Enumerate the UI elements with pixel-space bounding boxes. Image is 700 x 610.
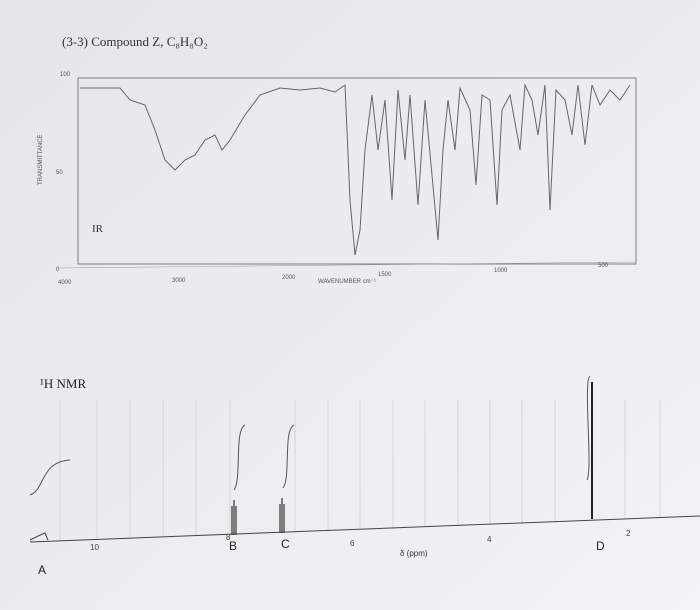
ir-y-tick: 0	[56, 267, 60, 273]
nmr-x-tick: 8	[226, 533, 231, 542]
ir-spectrum	[80, 83, 631, 256]
nmr-label: ¹H NMR	[40, 376, 86, 391]
nmr-x-tick: 10	[90, 543, 99, 552]
ir-y-label: TRANSMITTANCE	[38, 134, 44, 185]
ir-frame	[77, 77, 637, 265]
nmr-x-tick: 4	[487, 535, 492, 544]
peak-label: D	[596, 539, 605, 553]
ir-x-tick: 3000	[172, 278, 186, 284]
peak-label: A	[38, 563, 46, 577]
nmr-grid	[59, 400, 661, 541]
ir-x-tick: 4000	[58, 280, 72, 286]
nmr-peak-c	[279, 498, 285, 533]
nmr-peak-b	[231, 500, 237, 535]
ir-label: IR	[92, 223, 104, 235]
nmr-x-label: δ (ppm)	[400, 549, 428, 558]
title: (3-3) Compound Z, C₈H₈O₂	[62, 34, 208, 49]
nmr-x-tick: 6	[350, 539, 355, 548]
ir-x-tick: 500	[598, 263, 609, 269]
ir-y-tick: 100	[60, 72, 71, 78]
ir-x-tick: 1000	[494, 268, 508, 274]
peak-label: B	[229, 539, 237, 553]
ir-y-tick: 50	[56, 170, 63, 176]
peak-label: C	[281, 537, 290, 551]
ir-x-label: WAVENUMBER cm⁻¹	[318, 279, 376, 285]
ir-x-tick: 2000	[282, 275, 296, 281]
nmr-peak-a	[29, 532, 49, 541]
ir-ticks	[59, 261, 637, 269]
nmr-baseline	[29, 515, 700, 543]
nmr-x-tick: 2	[626, 529, 631, 538]
integrals	[29, 375, 591, 496]
ir-x-tick: 1500	[378, 272, 392, 278]
